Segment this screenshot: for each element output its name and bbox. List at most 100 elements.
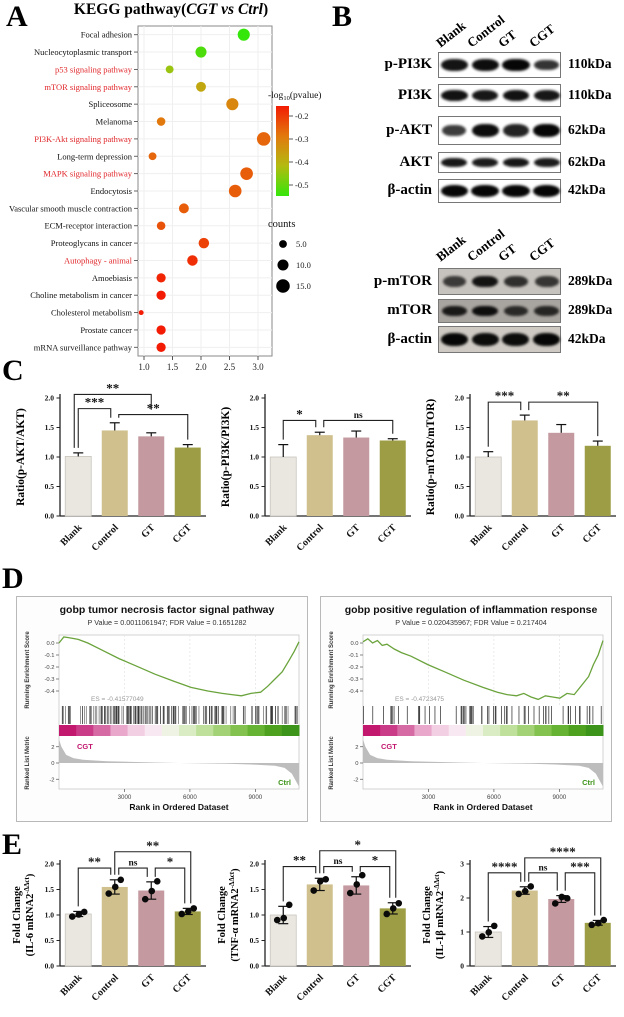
blot-kda-label: 42kDa: [568, 330, 606, 346]
kegg-dot: [240, 167, 253, 180]
gsea-res-ylabel: Running Enrichment Score: [25, 631, 31, 709]
blot-band: [471, 305, 499, 317]
ratio-chart-pakt: 0.00.51.01.52.0 *** ****Blank Control GT CGTR…: [15, 380, 206, 554]
significance-brackets: ** ns **: [282, 840, 397, 902]
gsea-plot-tnf-box: gobp tumor necrosis factor signal pathwa…: [16, 596, 308, 822]
kegg-dot: [156, 117, 166, 126]
blot-band: [534, 276, 559, 287]
svg-text:-0.1: -0.1: [349, 653, 359, 659]
blot-band: [502, 58, 530, 71]
blot-band: [532, 333, 561, 346]
kegg-title-pre: KEGG pathway(: [73, 1, 187, 18]
bar-gt: [548, 432, 575, 516]
es-value-text: ES = -0.41577049: [91, 696, 144, 703]
es-value-text: ES = -0.4723475: [395, 696, 444, 703]
sig-label: ns: [129, 859, 138, 869]
data-point: [594, 919, 602, 927]
blot-lane-label-cgt: CGT: [525, 235, 558, 265]
sig-label: **: [557, 388, 570, 403]
bar-gt: [343, 885, 370, 966]
blot-band: [442, 124, 467, 137]
sig-label: **: [146, 840, 159, 853]
svg-text:Fold Change: Fold Change: [422, 886, 433, 944]
x-label-cgt: CGT: [581, 972, 604, 995]
y-axis-label: Fold Change (TNF-α mRNA2-ΔΔct): [217, 868, 241, 962]
kegg-legend-size-title: counts: [268, 219, 295, 230]
kegg-dot: [226, 98, 239, 111]
kegg-dot: [196, 81, 206, 92]
x-labels: Blank Control GT CGT: [469, 972, 605, 1004]
kegg-row-label: Proteoglycans in cancer: [51, 238, 132, 248]
sig-label: **: [147, 401, 160, 416]
enrichment-curve: [362, 637, 604, 701]
bar-blank: [64, 456, 92, 517]
svg-text:1.5: 1.5: [167, 362, 179, 372]
gsea-x-axis: 3000 6000 9000: [422, 789, 567, 801]
qpcr-chart-tnfa: 0.00.51.01.52.0 ** ns **Blank Control GT CGTFo…: [217, 840, 411, 1004]
svg-text:3000: 3000: [422, 794, 436, 801]
sig-bracket: [282, 866, 317, 902]
sig-label: ****: [492, 859, 518, 874]
gsea-plot-tnf: gobp tumor necrosis factor signal pathwa…: [25, 604, 300, 812]
data-point: [178, 910, 186, 918]
data-point: [190, 905, 198, 912]
gsea-metric-axis: 2 0 -2: [49, 745, 59, 783]
kegg-dot: [165, 65, 174, 74]
svg-text:0: 0: [355, 761, 358, 767]
data-point: [478, 933, 486, 940]
sig-label: **: [106, 380, 119, 395]
sig-bracket: [323, 866, 353, 874]
svg-text:1.5: 1.5: [455, 423, 465, 432]
ratio-chart-ppi3k: 0.0 0.5 1.0 1.5 2.0 * ns Blank Control GT CGT Ratio…: [220, 394, 411, 554]
kegg-row-label: Long-term depression: [57, 151, 133, 161]
blot-band: [471, 333, 499, 346]
kegg-dot: [148, 152, 157, 161]
bar-control: [511, 420, 538, 516]
svg-text:0.0: 0.0: [350, 641, 358, 647]
blot-band: [532, 185, 561, 197]
kegg-row-label: PI3K-Akt signaling pathway: [34, 134, 132, 144]
kegg-row-label: ECM-receptor interaction: [44, 221, 132, 231]
svg-text:0.5: 0.5: [455, 482, 465, 491]
blot-band: [533, 157, 560, 168]
kegg-legend-color-title: -log10(pvalue): [268, 90, 321, 102]
data-point: [346, 889, 354, 897]
data-point: [395, 899, 403, 907]
gsea-title: gobp positive regulation of inflammation…: [345, 604, 598, 616]
sig-bracket: [487, 401, 522, 447]
blot-kda-label: 110kDa: [568, 56, 612, 71]
gsea-subtitle: P Value = 0.0011061947; FDR Value = 0.16…: [88, 618, 247, 627]
data-point: [148, 887, 156, 895]
kegg-dot: [156, 221, 166, 231]
x-label-cgt: CGT: [376, 972, 399, 995]
kegg-row-label: p53 signaling pathway: [55, 64, 133, 74]
data-point: [75, 911, 83, 918]
x-labels: Blank Control GT CGT: [59, 522, 195, 554]
significance-brackets: **** ns *******: [487, 844, 602, 922]
svg-text:1.5: 1.5: [45, 885, 55, 894]
x-labels: Blank Control GT CGT: [469, 522, 605, 554]
data-point: [521, 887, 529, 895]
bars: [269, 430, 406, 517]
kegg-row-label: Amoebiasis: [92, 273, 132, 283]
x-label-control: Control: [500, 522, 531, 553]
svg-text:1.0: 1.0: [138, 362, 150, 372]
svg-text:Ratio(p-mTOR/mTOR): Ratio(p-mTOR/mTOR): [425, 399, 437, 516]
svg-text:0.0: 0.0: [46, 641, 54, 647]
sig-bracket: [524, 857, 602, 916]
kegg-dot: [198, 237, 210, 249]
gsea-res-axis: 0.0 -0.1 -0.2 -0.3 -0.4: [349, 641, 363, 695]
data-point: [184, 908, 192, 915]
hit-barcode: [363, 706, 602, 724]
y-axis-label: Ratio(p-PI3K/PI3K): [220, 407, 232, 507]
bar-cgt: [379, 908, 406, 966]
bar-gt: [343, 437, 370, 516]
y-axis-label: Ratio(p-AKT/AKT): [15, 408, 27, 506]
data-point: [490, 922, 498, 930]
data-point: [558, 893, 566, 901]
svg-text:0.0: 0.0: [250, 512, 260, 521]
svg-text:-0.2: -0.2: [45, 665, 55, 671]
gsea-metric-ylabel: Ranked List Metric: [329, 736, 335, 790]
